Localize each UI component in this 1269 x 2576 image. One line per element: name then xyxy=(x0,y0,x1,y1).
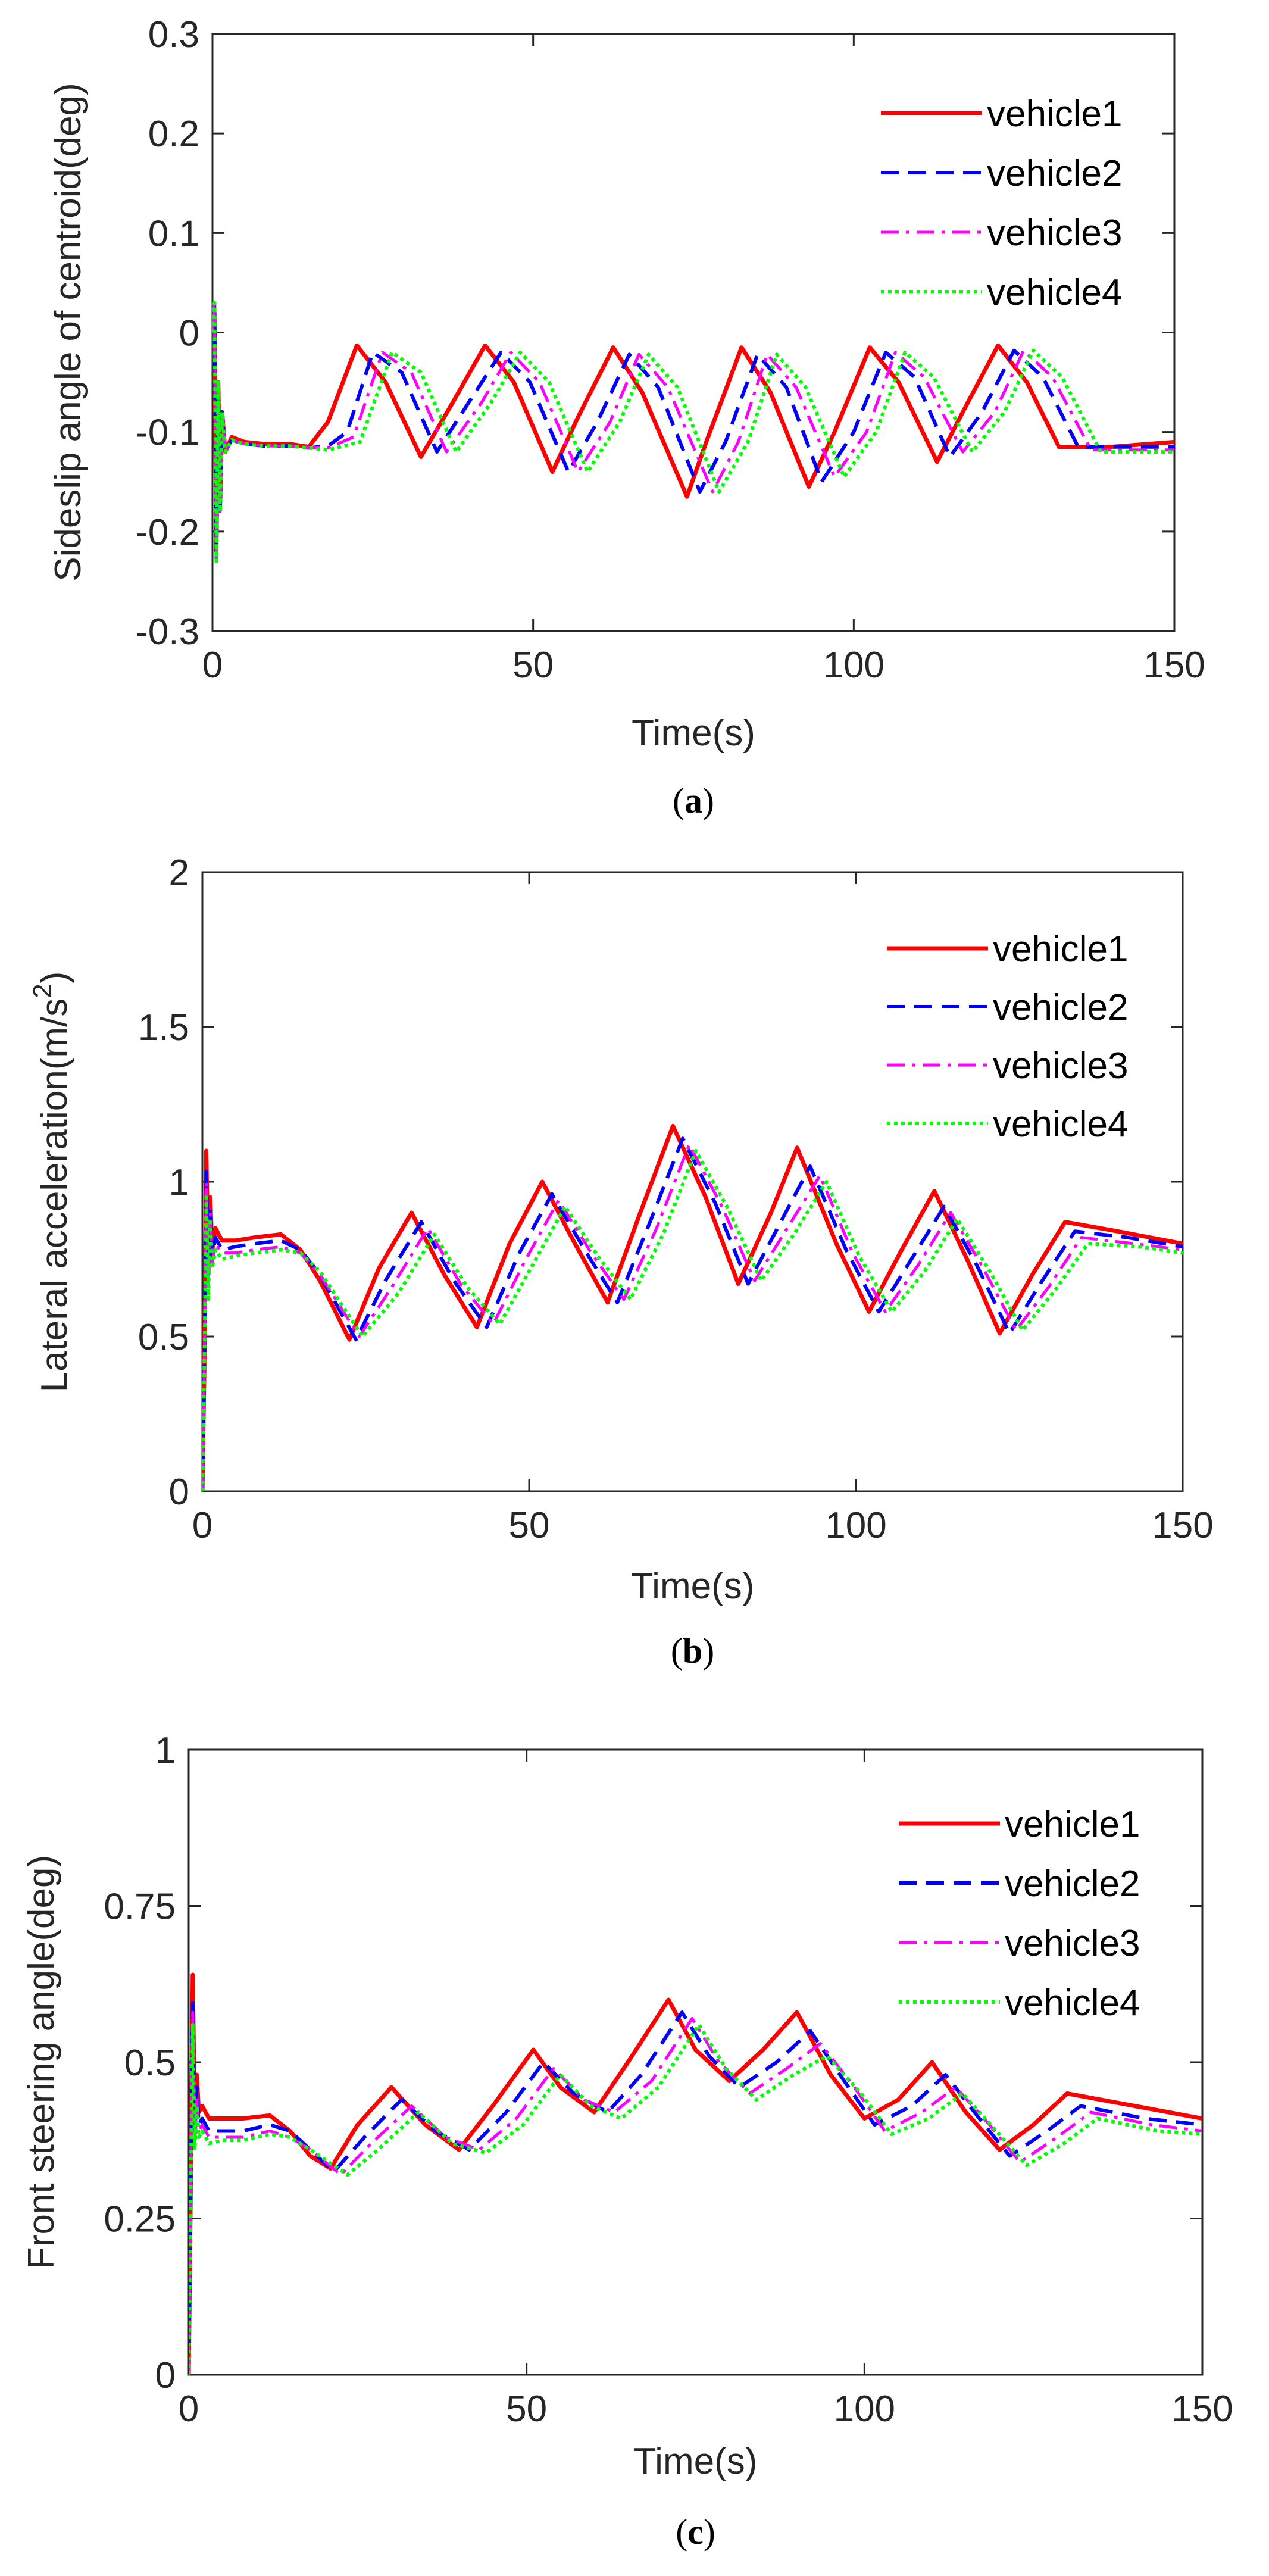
axes-box xyxy=(211,33,1176,632)
y-tick-label: 0.5 xyxy=(138,1317,189,1358)
y-tick-label: 0.3 xyxy=(148,14,199,55)
chart-c: 0 50 100 15000.250.50.751vehicle1vehicle2ve… xyxy=(21,1730,1233,2552)
legend-label-vehicle2: vehicle2 xyxy=(1005,1863,1140,1904)
x-tick-label: 50 xyxy=(506,2388,547,2430)
legend-label-vehicle4: vehicle4 xyxy=(987,272,1122,313)
series-line-vehicle1 xyxy=(189,1972,1202,2375)
y-tick-label: 0.75 xyxy=(104,1887,176,1928)
y-tick-label: 1.5 xyxy=(138,1007,189,1048)
y-axis-label: Front steering angle(deg) xyxy=(21,1855,62,2269)
series-line-vehicle3 xyxy=(189,2010,1202,2375)
caption-close: ) xyxy=(704,2512,715,2552)
chart-a: 0 50 100 150-0.3-0.2-0.100.10.20.3vehicle1v… xyxy=(48,14,1205,820)
legend-label-vehicle3: vehicle3 xyxy=(987,213,1122,254)
axes-box xyxy=(187,1748,1204,2376)
x-tick-label: 0 xyxy=(192,1505,212,1546)
y-tick-label: 0 xyxy=(155,2355,176,2396)
y-tick-label: -0.3 xyxy=(136,611,199,652)
legend-label-vehicle3: vehicle3 xyxy=(993,1045,1128,1086)
y-axis-label-superscript: 2 xyxy=(28,983,57,998)
series-line-vehicle4 xyxy=(202,1149,1183,1491)
x-tick-label: 50 xyxy=(512,645,554,686)
panel-caption: (b) xyxy=(671,1631,714,1671)
legend-label-vehicle4: vehicle4 xyxy=(993,1104,1128,1145)
x-tick-label: 0 xyxy=(202,645,223,686)
y-tick-label: 0 xyxy=(179,313,199,354)
y-tick-label: 1 xyxy=(155,1730,176,1771)
panel-caption: (c) xyxy=(676,2512,715,2552)
legend-label-vehicle4: vehicle4 xyxy=(1005,1982,1140,2024)
legend-label-vehicle1: vehicle1 xyxy=(993,929,1128,970)
series-line-vehicle2 xyxy=(212,301,1174,563)
caption-open: ( xyxy=(671,1631,683,1671)
panel-caption: (a) xyxy=(673,781,714,820)
y-axis-label-close: ) xyxy=(34,972,75,984)
series-line-vehicle4 xyxy=(189,2023,1202,2375)
y-axis-label-text: Sideslip angle of centroid(deg) xyxy=(48,83,89,582)
y-axis-label-text: Lateral acceleration(m/s xyxy=(34,998,75,1392)
y-tick-label: 0.1 xyxy=(148,213,199,254)
series-line-vehicle2 xyxy=(189,1998,1202,2375)
series-line-vehicle4 xyxy=(212,301,1174,563)
y-tick-label: 0.2 xyxy=(148,114,199,155)
x-tick-label: 100 xyxy=(825,1505,886,1546)
x-axis-label: Time(s) xyxy=(634,2441,758,2482)
x-tick-label: 0 xyxy=(179,2388,199,2430)
caption-close: ) xyxy=(702,1631,714,1671)
series-group xyxy=(189,1972,1202,2375)
legend-label-vehicle3: vehicle3 xyxy=(1005,1923,1140,1964)
caption-open: ( xyxy=(676,2512,687,2552)
y-tick-label: -0.1 xyxy=(136,413,199,454)
legend: vehicle1 vehicle2 vehicle3 vehicle4 xyxy=(887,929,1128,1145)
caption-letter: a xyxy=(684,781,702,820)
x-tick-label: 100 xyxy=(834,2388,895,2430)
y-axis-label: Lateral acceleration(m/s2) xyxy=(28,972,75,1392)
legend: vehicle1 vehicle2 vehicle3 vehicle4 xyxy=(899,1804,1140,2024)
caption-letter: b xyxy=(683,1631,702,1671)
legend-label-vehicle1: vehicle1 xyxy=(1005,1804,1140,1845)
series-line-vehicle3 xyxy=(212,301,1174,563)
legend-label-vehicle1: vehicle1 xyxy=(987,93,1122,135)
y-axis-label: Sideslip angle of centroid(deg) xyxy=(48,83,89,582)
y-tick-label: 0.25 xyxy=(104,2199,176,2240)
legend-label-vehicle2: vehicle2 xyxy=(987,153,1122,194)
legend-label-vehicle2: vehicle2 xyxy=(993,987,1128,1028)
x-axis-label: Time(s) xyxy=(632,713,755,754)
x-tick-label: 100 xyxy=(823,645,884,686)
y-tick-label: 0.5 xyxy=(124,2043,176,2084)
y-tick-label: 2 xyxy=(169,853,189,894)
caption-open: ( xyxy=(673,781,684,820)
x-axis-label: Time(s) xyxy=(631,1566,755,1607)
legend: vehicle1 vehicle2 vehicle3 vehicle4 xyxy=(881,93,1122,313)
caption-close: ) xyxy=(702,781,714,820)
series-line-vehicle1 xyxy=(202,1123,1183,1491)
y-tick-label: 1 xyxy=(169,1162,189,1203)
series-group xyxy=(212,301,1174,563)
series-line-vehicle2 xyxy=(202,1136,1183,1491)
x-tick-label: 150 xyxy=(1152,1505,1213,1546)
caption-letter: c xyxy=(687,2512,704,2552)
x-tick-label: 150 xyxy=(1143,645,1205,686)
axes-box xyxy=(201,871,1184,1492)
y-tick-label: -0.2 xyxy=(136,512,199,553)
series-group xyxy=(202,1123,1183,1491)
x-tick-label: 50 xyxy=(509,1505,550,1546)
chart-b: 0 50 100 15000.511.52vehicle1vehicle2vehicl… xyxy=(28,853,1214,1671)
y-axis-label-text: Front steering angle(deg) xyxy=(21,1855,62,2269)
x-tick-label: 150 xyxy=(1171,2388,1233,2430)
y-tick-label: 0 xyxy=(169,1472,189,1513)
